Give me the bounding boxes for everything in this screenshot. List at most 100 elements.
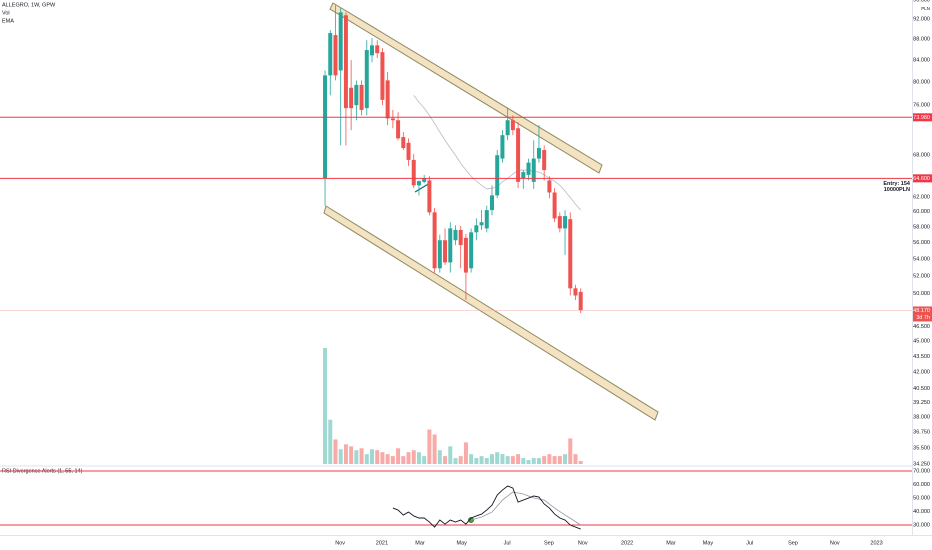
y-tick-label: 62.000 bbox=[913, 194, 930, 200]
volume-bar bbox=[422, 456, 427, 464]
chart-title: ALLEGRO, 1W, GPW bbox=[2, 2, 56, 8]
candle-body bbox=[453, 229, 458, 241]
volume-bar bbox=[542, 456, 547, 464]
candle-body bbox=[422, 178, 427, 182]
candle-body bbox=[469, 232, 474, 269]
candle-body bbox=[349, 87, 354, 109]
y-tick-label: 52.000 bbox=[913, 273, 930, 279]
candle-body bbox=[328, 33, 333, 76]
volume-bar bbox=[432, 434, 437, 464]
y-tick-label: 45.000 bbox=[913, 339, 930, 345]
y-tick-label: 42.000 bbox=[913, 370, 930, 376]
volume-legend: Vol bbox=[2, 10, 10, 16]
y-tick-label: 68.000 bbox=[913, 153, 930, 159]
volume-bar bbox=[474, 458, 479, 464]
candle-body bbox=[505, 120, 510, 136]
volume-bar bbox=[516, 454, 521, 464]
volume-bar bbox=[406, 452, 411, 464]
volume-bar bbox=[416, 452, 421, 464]
y-tick-label: 84.000 bbox=[913, 58, 930, 64]
volume-bar bbox=[437, 450, 442, 464]
volume-bar bbox=[526, 460, 531, 464]
candle-body bbox=[547, 180, 552, 193]
volume-bar bbox=[536, 458, 541, 464]
candle-body bbox=[359, 84, 364, 110]
annotation: 10000PLN bbox=[884, 187, 910, 193]
candle-body bbox=[563, 216, 568, 229]
candle-body bbox=[390, 118, 395, 121]
x-tick-label: 2023 bbox=[870, 540, 882, 546]
y-tick-label: 58.000 bbox=[913, 224, 930, 230]
rsi-signal-line bbox=[471, 491, 581, 526]
candle-body bbox=[406, 142, 411, 160]
candle-body bbox=[521, 172, 526, 179]
candle-body bbox=[458, 229, 463, 246]
volume-bar bbox=[463, 442, 468, 464]
candle-body bbox=[484, 210, 489, 229]
volume-bar bbox=[385, 454, 390, 464]
volume-bar bbox=[370, 449, 374, 464]
x-tick-label: 2021 bbox=[376, 540, 388, 546]
volume-bar bbox=[343, 444, 348, 464]
y-tick-label: 34.250 bbox=[913, 461, 930, 467]
y-tick-label: 40.500 bbox=[913, 386, 930, 392]
volume-bar bbox=[505, 456, 510, 464]
x-tick-label: Sep bbox=[544, 540, 554, 546]
x-tick-label: Sep bbox=[788, 540, 798, 546]
rsi-tick-label: 30.000 bbox=[913, 522, 930, 528]
y-tick-label: 56.000 bbox=[913, 240, 930, 246]
candle-body bbox=[490, 195, 494, 211]
volume-bar bbox=[573, 454, 578, 464]
y-tick-label: 54.000 bbox=[913, 256, 930, 262]
volume-bar bbox=[557, 456, 562, 464]
volume-bar bbox=[390, 456, 395, 464]
candle-body bbox=[448, 228, 453, 263]
volume-bar bbox=[552, 456, 557, 464]
candle-body bbox=[474, 225, 479, 233]
x-tick-label: May bbox=[703, 540, 714, 546]
x-tick-label: May bbox=[457, 540, 468, 546]
volume-bar bbox=[354, 450, 359, 464]
candle-body bbox=[411, 159, 416, 186]
volume-bar bbox=[349, 446, 354, 464]
y-tick-label: 43.500 bbox=[913, 354, 930, 360]
volume-bar bbox=[578, 461, 583, 464]
candle-body bbox=[557, 216, 562, 229]
volume-bar bbox=[375, 450, 380, 464]
volume-bar bbox=[411, 450, 416, 464]
candle-body bbox=[573, 288, 578, 296]
candle-body bbox=[370, 45, 374, 56]
y-tick-label: 80.000 bbox=[913, 80, 930, 86]
candle-body bbox=[479, 222, 484, 226]
y-tick-label: 76.000 bbox=[913, 103, 930, 109]
candle-body bbox=[338, 12, 343, 71]
volume-bar bbox=[359, 448, 364, 464]
rsi-tick-label: 40.000 bbox=[913, 509, 930, 515]
volume-bar bbox=[469, 454, 474, 464]
x-tick-label: Nov bbox=[578, 540, 588, 546]
volume-bar bbox=[453, 458, 458, 464]
candle-body bbox=[510, 120, 515, 131]
candle-body bbox=[531, 158, 536, 182]
candle-body bbox=[526, 162, 531, 175]
candle-body bbox=[364, 50, 369, 109]
x-tick-label: Nov bbox=[830, 540, 840, 546]
candle-body bbox=[323, 75, 328, 179]
candle-body bbox=[380, 52, 385, 100]
candle-body bbox=[401, 137, 406, 149]
candle-body bbox=[437, 240, 442, 269]
volume-bar bbox=[484, 458, 489, 464]
y-tick-label: 46.500 bbox=[913, 324, 930, 330]
annotation: Entry: 154 bbox=[883, 181, 911, 187]
y-tick-label: 39.250 bbox=[913, 400, 930, 406]
candle-body bbox=[427, 180, 432, 213]
volume-bar bbox=[500, 454, 505, 464]
volume-bar bbox=[531, 458, 536, 464]
ema-legend: EMA bbox=[2, 18, 14, 24]
volume-bar bbox=[479, 456, 484, 464]
level-label: 64.600 bbox=[913, 176, 930, 182]
volume-bar bbox=[401, 456, 406, 464]
candle-body bbox=[495, 155, 500, 196]
level-label-box bbox=[913, 113, 932, 122]
